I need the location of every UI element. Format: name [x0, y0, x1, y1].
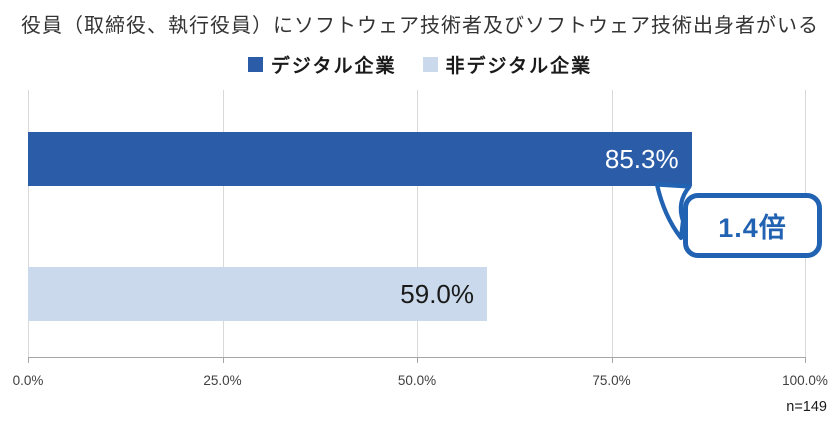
axis-tick-25	[222, 357, 224, 363]
callout-tail-icon	[654, 182, 692, 241]
legend-label-digital: デジタル企業	[270, 56, 397, 77]
bar-digital: 85.3%	[28, 132, 692, 186]
gridline-75	[611, 90, 613, 357]
legend-swatch-nondigital-icon	[422, 57, 438, 72]
axis-tick-75	[611, 357, 613, 363]
axis-tick-50	[417, 357, 418, 363]
callout-bubble: 1.4倍	[683, 193, 822, 258]
gridline-50	[417, 90, 418, 357]
callout-label: 1.4倍	[718, 213, 787, 243]
legend: デジタル企業 非デジタル企業	[0, 51, 840, 78]
legend-item-digital: デジタル企業	[247, 51, 397, 78]
plot-area: 85.3% 59.0%	[28, 90, 806, 363]
bar-value-digital: 85.3%	[604, 144, 679, 174]
chart-title: 役員（取締役、執行役員）にソフトウェア技術者及びソフトウェア技術出身者がいる	[21, 15, 819, 37]
x-axis-labels: 0.0% 25.0% 50.0% 75.0% 100.0%	[13, 373, 828, 391]
legend-label-nondigital: 非デジタル企業	[445, 56, 593, 77]
axis-tick-100	[805, 357, 806, 363]
x-tick-label-100: 100.0%	[782, 373, 828, 388]
x-tick-label-0: 0.0%	[12, 373, 44, 388]
x-tick-label-75: 75.0%	[592, 373, 631, 388]
bar-nondigital: 59.0%	[28, 267, 488, 321]
legend-swatch-digital-icon	[247, 57, 263, 72]
bar-value-nondigital: 59.0%	[400, 279, 475, 309]
axis-tick-0	[28, 357, 29, 363]
x-tick-label-50: 50.0%	[397, 373, 437, 388]
legend-item-nondigital: 非デジタル企業	[422, 51, 593, 78]
sample-size-note: n=149	[786, 399, 827, 415]
gridline-25	[222, 90, 224, 357]
x-tick-label-25: 25.0%	[203, 373, 242, 388]
callout-tail-shape	[654, 182, 692, 241]
gridline-0	[28, 90, 29, 357]
